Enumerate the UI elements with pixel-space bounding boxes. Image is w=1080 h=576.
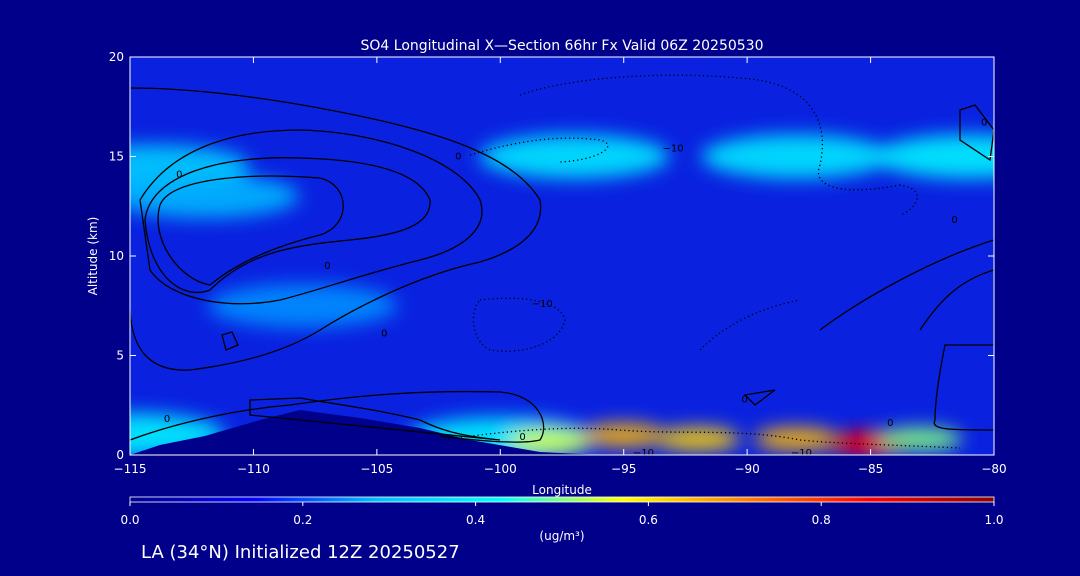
- colorbar-tick-label-1: 0.2: [293, 513, 312, 527]
- contour-solid-5: [130, 390, 545, 443]
- contour-solid-7: [919, 269, 994, 431]
- contour-solid-10: [221, 331, 239, 351]
- contour-labels: 0 0 0 0 0 0 0 0 0 0 −10 −10 −10 −10: [164, 118, 987, 459]
- field-point-5: [701, 134, 892, 179]
- contour-label-0: 0: [455, 152, 461, 163]
- colorbar-tick-label-5: 1.0: [984, 513, 1003, 527]
- field-point-9: [581, 423, 666, 448]
- x-tick-label-7: −80: [981, 462, 1006, 476]
- contour-label-12: −10: [633, 448, 654, 459]
- contour-label-5: 0: [519, 432, 525, 443]
- colorbar-tick-label-3: 0.6: [639, 513, 658, 527]
- colorbar: 0.0 0.2 0.4 0.6 0.8 1.0 (ug/m³): [120, 496, 1004, 543]
- y-axis-label: Altitude (km): [86, 217, 100, 296]
- x-tick-label-1: −110: [237, 462, 270, 476]
- contour-label-3: 0: [381, 329, 387, 340]
- colorbar-ticks: 0.0 0.2 0.4 0.6 0.8 1.0: [120, 502, 1004, 527]
- contour-label-13: −10: [791, 448, 812, 459]
- contour-label-9: 0: [981, 118, 987, 129]
- contour-solid-0: [130, 87, 542, 371]
- y-tick-label-4: 20: [109, 50, 124, 64]
- concentration-field: [130, 134, 994, 455]
- contour-label-11: −10: [532, 299, 553, 310]
- contour-label-10: −10: [663, 144, 684, 155]
- colorbar-gradient: [129, 496, 995, 503]
- x-axis-label: Longitude: [532, 483, 592, 497]
- colorbar-unit-label: (ug/m³): [539, 529, 584, 543]
- chart-title: SO4 Longitudinal X—Section 66hr Fx Valid…: [361, 38, 764, 54]
- contour-solid-3: [157, 175, 344, 286]
- y-tick-label-1: 5: [116, 349, 124, 363]
- field-point-4: [479, 134, 670, 179]
- terrain-mask: [130, 410, 600, 455]
- field-point-13: [877, 427, 962, 452]
- contour-label-4: 0: [164, 414, 170, 425]
- colorbar-tick-label-2: 0.4: [466, 513, 485, 527]
- x-tick-label-2: −105: [360, 462, 393, 476]
- x-tick-label-6: −85: [858, 462, 883, 476]
- y-tick-label-2: 10: [109, 249, 124, 263]
- contour-solid-9: [743, 389, 776, 406]
- field-point-3: [207, 283, 398, 328]
- contour-solid-6: [819, 239, 994, 331]
- contour-label-6: 0: [741, 394, 747, 405]
- contour-label-7: 0: [951, 215, 957, 226]
- field-point-2: [130, 174, 300, 219]
- x-tick-label-4: −95: [611, 462, 636, 476]
- x-tick-label-5: −90: [734, 462, 759, 476]
- contour-dotted-3: [439, 427, 961, 449]
- contour-dotted-4: [699, 299, 801, 351]
- field-point-8: [507, 429, 592, 454]
- x-tick-label-0: −115: [114, 462, 147, 476]
- y-tick-label-3: 15: [109, 150, 124, 164]
- x-axis: −115 −110 −105 −100 −95 −90 −85 −80: [114, 57, 1007, 476]
- field-point-10: [655, 427, 740, 452]
- contour-label-2: 0: [324, 261, 330, 272]
- plot-area: 0 0 0 0 0 0 0 0 0 0 −10 −10 −10 −10: [129, 56, 995, 459]
- colorbar-tick-label-4: 0.8: [812, 513, 831, 527]
- contour-solid-2: [144, 157, 431, 294]
- contour-dotted-2: [472, 297, 566, 352]
- contour-solid-1: [139, 129, 483, 305]
- field-point-6: [874, 134, 994, 179]
- contour-solid-4: [249, 397, 501, 441]
- contour-solid-8: [959, 104, 994, 162]
- y-tick-label-0: 0: [116, 448, 124, 462]
- colorbar-tick-label-0: 0.0: [120, 513, 139, 527]
- contour-lines: [130, 74, 994, 449]
- contour-label-8: 0: [887, 418, 893, 429]
- contour-label-1: 0: [176, 169, 182, 180]
- footer-caption: LA (34°N) Initialized 12Z 20250527: [141, 542, 460, 563]
- x-tick-label-3: −100: [484, 462, 517, 476]
- plot-background: [130, 57, 994, 455]
- y-axis: 0 5 10 15 20: [109, 50, 994, 462]
